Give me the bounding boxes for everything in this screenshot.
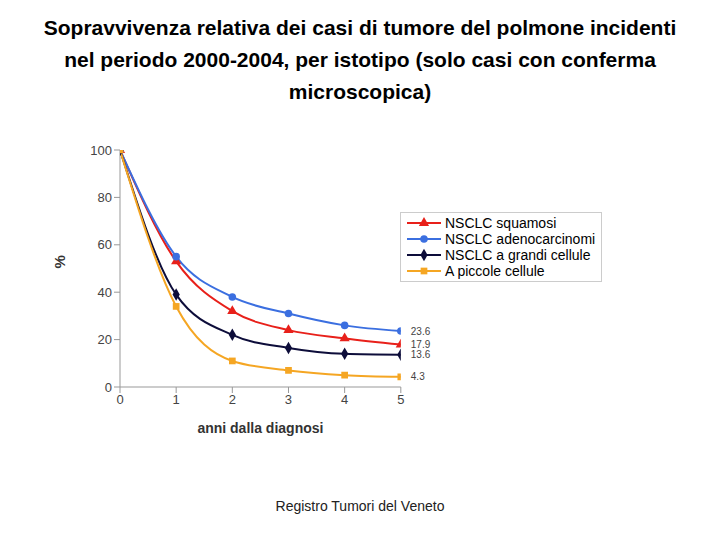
svg-text:40: 40: [98, 285, 112, 300]
svg-text:0: 0: [116, 392, 123, 407]
svg-text:5: 5: [397, 392, 404, 407]
html-text:NSCLC squamosi: NSCLC squamosi: [445, 215, 557, 231]
svg-text:anni dalla diagnosi: anni dalla diagnosi: [197, 420, 323, 436]
html-text:NSCLC adenocarcinomi: NSCLC adenocarcinomi: [445, 231, 596, 247]
svg-text:20: 20: [98, 332, 112, 347]
svg-text:4.3: 4.3: [411, 371, 425, 382]
svg-text:17.9: 17.9: [410, 339, 431, 351]
svg-text:0: 0: [105, 380, 112, 395]
html-text:NSCLC a grandi cellule: NSCLC a grandi cellule: [445, 247, 591, 263]
svg-text:1: 1: [173, 392, 180, 407]
svg-text:13.6: 13.6: [411, 349, 431, 360]
svg-text:3: 3: [285, 392, 292, 407]
html-text:A piccole cellule: A piccole cellule: [445, 263, 545, 279]
svg-text:80: 80: [98, 190, 112, 205]
svg-text:%: %: [51, 255, 68, 268]
svg-text:23.6: 23.6: [411, 326, 431, 337]
html-text:Sopravvivenza relativa dei cas: Sopravvivenza relativa dei casi di tumor…: [43, 16, 677, 103]
svg-text:2: 2: [229, 392, 236, 407]
svg-text:4: 4: [341, 392, 348, 407]
svg-text:60: 60: [98, 237, 112, 252]
svg-text:100: 100: [90, 143, 112, 158]
html-text:Registro Tumori del Veneto: Registro Tumori del Veneto: [275, 498, 445, 514]
